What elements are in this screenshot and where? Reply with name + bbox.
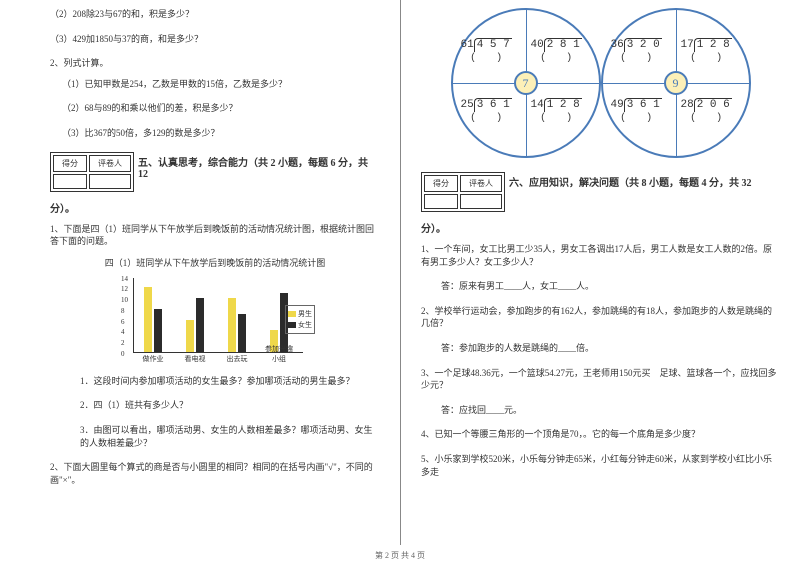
left-column: （2）208除23与67的和，积是多少？ （3）429加1850与37的商，和是…	[0, 0, 400, 545]
grader-cell	[460, 194, 502, 209]
bar-chart: 02468101214 做作业看电视出去玩参加兴趣小组 男生女生	[115, 275, 315, 365]
circle-left: 7 614 5 7( ) 402 8 1( ) 253 6 1( ) 141 2 8(…	[451, 8, 601, 158]
division-expression: 171 2 8( )	[681, 38, 732, 65]
chart-title: 四（1）班同学从下午放学后到晚饭前的活动情况统计图	[50, 256, 380, 269]
right-column: 7 614 5 7( ) 402 8 1( ) 253 6 1( ) 141 2 8(…	[400, 0, 800, 545]
q2-1: （1）已知甲数是254，乙数是甲数的15倍，乙数是多少？	[50, 78, 380, 91]
section5-header: 得分评卷人 五、认真思考，综合能力（共 2 小题，每题 6 分，共 12	[50, 152, 380, 192]
circle-left-center: 7	[514, 71, 538, 95]
score-cell	[424, 194, 458, 209]
q6-1-ans: 答：原来有男工____人，女工____人。	[421, 280, 780, 293]
division-expression: 141 2 8( )	[531, 98, 582, 125]
circle-right: 9 363 2 0( ) 171 2 8( ) 493 6 1( ) 282 0 6(…	[601, 8, 751, 158]
q2-title: 2、列式计算。	[50, 57, 380, 70]
score-label: 得分	[53, 155, 87, 172]
q6-1: 1、一个车间，女工比男工少35人，男女工各调出17人后，男工人数是女工人数的2倍…	[421, 243, 780, 268]
q1-2: （2）208除23与67的和，积是多少？	[50, 8, 380, 21]
division-expression: 614 5 7( )	[461, 38, 512, 65]
legend-swatch	[288, 322, 296, 328]
grader-label: 评卷人	[460, 175, 502, 192]
division-expression: 493 6 1( )	[611, 98, 662, 125]
bar	[186, 320, 194, 352]
legend-label: 男生	[298, 309, 312, 319]
circles-diagram: 7 614 5 7( ) 402 8 1( ) 253 6 1( ) 141 2 8(…	[421, 8, 780, 158]
bar	[154, 309, 162, 352]
q6-3-ans: 答：应找回____元。	[421, 404, 780, 417]
bar	[144, 287, 152, 351]
q6-4: 4、已知一个等腰三角形的一个顶角是70，。它的每一个底角是多少度？	[421, 428, 780, 441]
division-expression: 253 6 1( )	[461, 98, 512, 125]
section6-title: 六、应用知识，解决问题（共 8 小题，每题 4 分，共 32	[509, 174, 752, 189]
q5-1: 1、下面是四（1）班同学从下午放学后到晚饭前的活动情况统计图，根据统计图回答下面…	[50, 223, 380, 248]
score-box: 得分评卷人	[50, 152, 134, 192]
bar	[238, 314, 246, 352]
q2-3: （3）比367的50倍，多129的数是多少？	[50, 127, 380, 140]
xlabel: 看电视	[180, 354, 210, 364]
chart-legend: 男生女生	[285, 305, 315, 334]
xlabel: 参加兴趣小组	[264, 344, 294, 364]
grader-cell	[89, 174, 131, 189]
legend-item: 女生	[288, 320, 312, 330]
q5-1-2: 2．四（1）班共有多少人？	[50, 399, 380, 412]
score-label: 得分	[424, 175, 458, 192]
xlabel: 做作业	[138, 354, 168, 364]
q5-2: 2、下面大圆里每个算式的商是否与小圆里的相同？相同的在括号内画"√"，不同的画"…	[50, 461, 380, 486]
q6-2-ans: 答：参加跑步的人数是跳绳的____倍。	[421, 342, 780, 355]
chart-axes: 做作业看电视出去玩参加兴趣小组	[133, 278, 303, 353]
q1-3: （3）429加1850与37的商，和是多少？	[50, 33, 380, 46]
section6-header: 得分评卷人 六、应用知识，解决问题（共 8 小题，每题 4 分，共 32	[421, 172, 780, 212]
xlabel: 出去玩	[222, 354, 252, 364]
legend-swatch	[288, 311, 296, 317]
q6-3: 3、一个足球48.36元，一个篮球54.27元，王老师用150元买 足球、篮球各…	[421, 367, 780, 392]
legend-label: 女生	[298, 320, 312, 330]
q5-1-1: 1．这段时间内参加哪项活动的女生最多？参加哪项活动的男生最多？	[50, 375, 380, 388]
division-expression: 282 0 6( )	[681, 98, 732, 125]
division-expression: 402 8 1( )	[531, 38, 582, 65]
page-footer: 第 2 页 共 4 页	[0, 550, 800, 561]
section6-end: 分）。	[421, 220, 780, 235]
legend-item: 男生	[288, 309, 312, 319]
circle-right-center: 9	[664, 71, 688, 95]
bar	[228, 298, 236, 352]
score-cell	[53, 174, 87, 189]
score-box: 得分评卷人	[421, 172, 505, 212]
section5-title: 五、认真思考，综合能力（共 2 小题，每题 6 分，共 12	[138, 154, 380, 180]
division-expression: 363 2 0( )	[611, 38, 662, 65]
q6-5: 5、小乐家到学校520米，小乐每分钟走65米，小红每分钟走60米，从家到学校小红…	[421, 453, 780, 478]
bar	[196, 298, 204, 352]
section5-end: 分）。	[50, 200, 380, 215]
q6-2: 2、学校举行运动会，参加跑步的有162人，参加跳绳的有18人，参加跑步的人数是跳…	[421, 305, 780, 330]
q2-2: （2）68与89的和乘以他们的差，积是多少？	[50, 102, 380, 115]
q5-1-3: 3．由图可以看出，哪项活动男、女生的人数相差最多？哪项活动男、女生的人数相差最少…	[50, 424, 380, 449]
grader-label: 评卷人	[89, 155, 131, 172]
